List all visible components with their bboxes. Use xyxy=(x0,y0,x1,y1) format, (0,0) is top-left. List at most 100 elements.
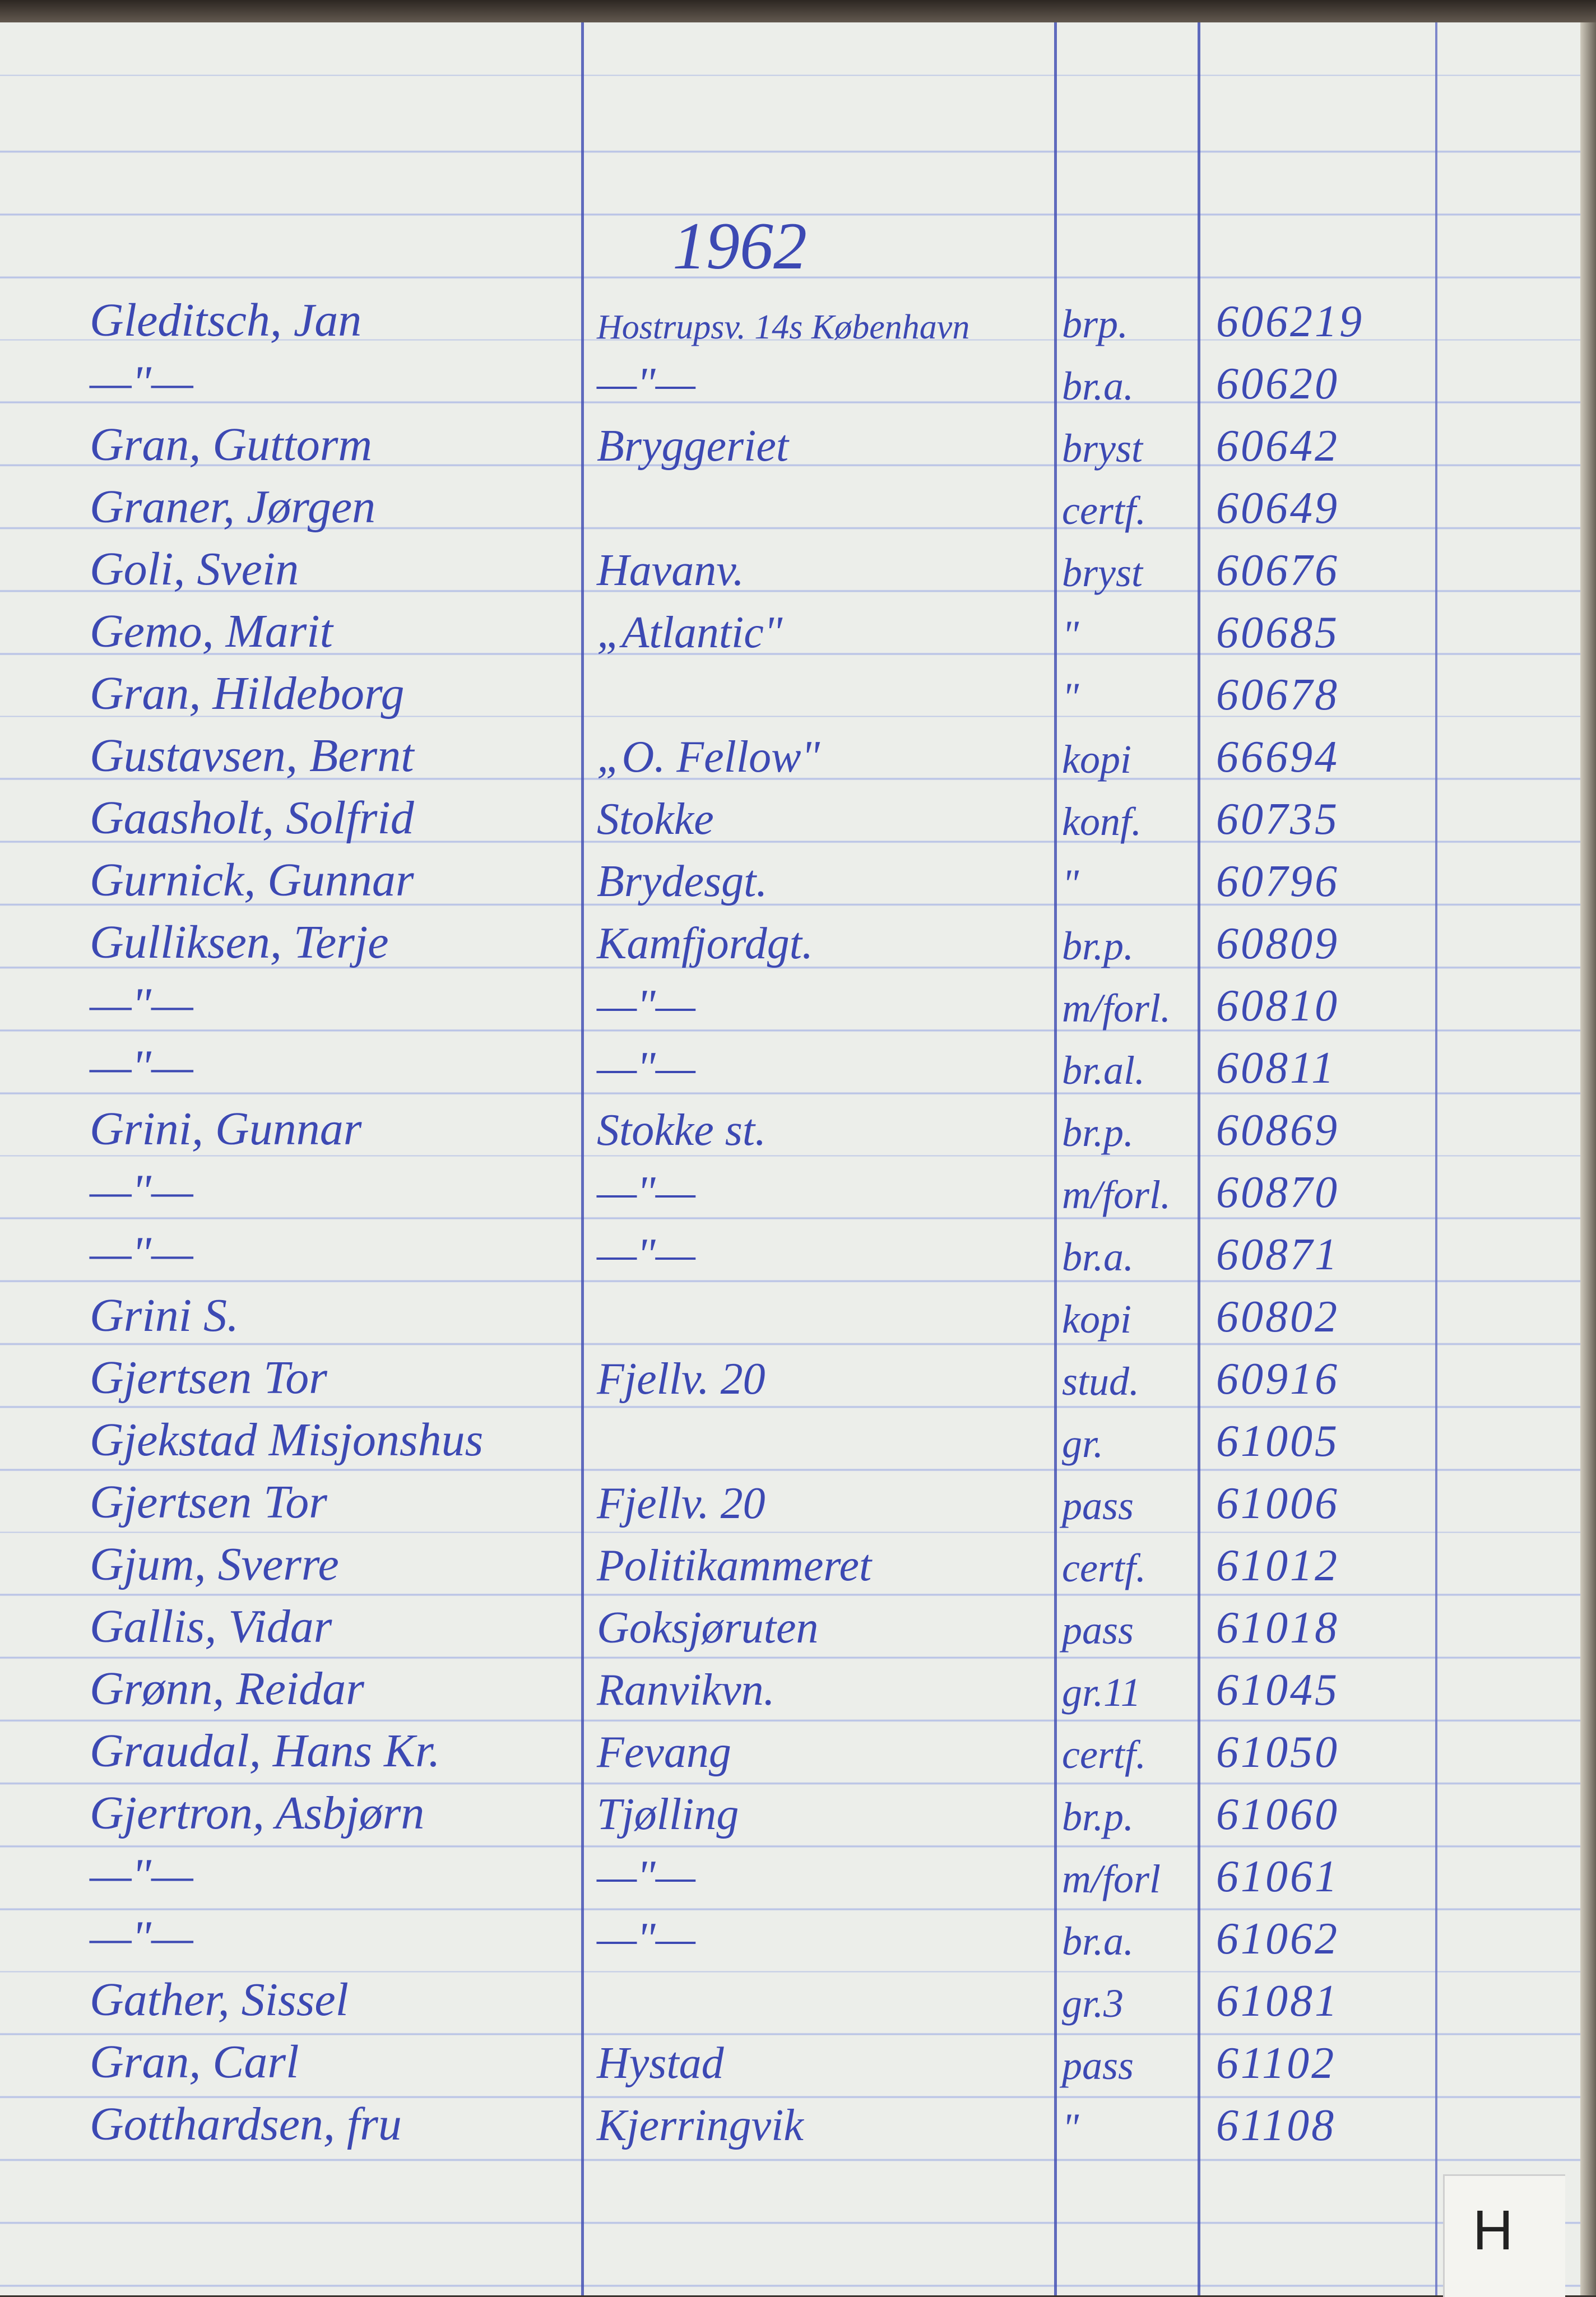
entry-address: Tjølling xyxy=(597,1790,739,1839)
entry-type: " xyxy=(1062,675,1079,720)
entry-name: —"— xyxy=(90,1227,193,1279)
entry-name: —"— xyxy=(90,356,193,409)
ledger-row: —"— —"— m/forl 61061 xyxy=(0,1841,1580,1902)
ledger-row: Graudal, Hans Kr. Fevang certf. 61050 xyxy=(0,1716,1580,1778)
entry-name: Gaasholt, Solfrid xyxy=(90,792,414,844)
ledger-row: Gran, Guttorm Bryggeriet bryst 60642 xyxy=(0,410,1580,472)
column-divider-right xyxy=(1435,22,1437,2295)
entry-type: pass xyxy=(1062,1608,1134,1653)
entry-name: Gran, Guttorm xyxy=(90,419,373,471)
ledger-row: Grønn, Reidar Ranvikvn. gr.11 61045 xyxy=(0,1654,1580,1716)
entry-number: 60871 xyxy=(1216,1230,1339,1279)
ledger-row: Gjertsen Tor Fjellv. 20 pass 61006 xyxy=(0,1468,1580,1529)
entry-type: gr.3 xyxy=(1062,1981,1124,2026)
entry-type: " xyxy=(1062,861,1079,906)
entry-name: —"— xyxy=(90,1041,193,1093)
entry-type: " xyxy=(1062,2105,1079,2150)
entry-name: Gran, Hildeborg xyxy=(90,667,405,720)
ledger-row: Gallis, Vidar Goksjøruten pass 61018 xyxy=(0,1592,1580,1654)
entry-number: 61061 xyxy=(1216,1852,1339,1901)
ledger-row: Gjekstad Misjonshus gr. 61005 xyxy=(0,1405,1580,1467)
entry-type: pass xyxy=(1062,2043,1134,2088)
ledger-row: Grini, Gunnar Stokke st. br.p. 60869 xyxy=(0,1094,1580,1156)
entry-number: 61018 xyxy=(1216,1603,1339,1653)
entry-address: Havanv. xyxy=(597,546,744,595)
ledger-row: Graner, Jørgen certf. 60649 xyxy=(0,472,1580,534)
entry-type: certf. xyxy=(1062,488,1146,533)
entry-address: Kjerringvik xyxy=(597,2101,804,2150)
entry-number: 60678 xyxy=(1216,670,1339,720)
entry-address: „O. Fellow" xyxy=(597,732,820,782)
entry-address: —"— xyxy=(597,1168,695,1217)
entry-number: 61108 xyxy=(1216,2101,1337,2150)
ledger-row: Gjertsen Tor Fjellv. 20 stud. 60916 xyxy=(0,1343,1580,1405)
entry-type: certf. xyxy=(1062,1732,1146,1777)
ledger-row: —"— —"— m/forl. 60810 xyxy=(0,970,1580,1032)
entry-type: kopi xyxy=(1062,737,1131,782)
entry-name: —"— xyxy=(90,1911,193,1964)
entry-number: 60870 xyxy=(1216,1168,1339,1217)
entry-address: —"— xyxy=(597,1852,695,1901)
entry-number: 61045 xyxy=(1216,1665,1339,1715)
entry-type: gr. xyxy=(1062,1421,1104,1466)
entry-number: 60796 xyxy=(1216,857,1339,906)
entry-type: certf. xyxy=(1062,1546,1146,1590)
entry-number: 60620 xyxy=(1216,359,1339,409)
entry-name: Grini, Gunnar xyxy=(90,1103,362,1155)
entry-number: 61012 xyxy=(1216,1541,1339,1590)
entry-number: 60649 xyxy=(1216,484,1339,533)
entry-number: 61102 xyxy=(1216,2039,1337,2088)
entry-name: Gjertsen Tor xyxy=(90,1476,327,1528)
ledger-page: 1962 Gleditsch, Jan Hostrupsv. 14s Københ… xyxy=(0,22,1580,2295)
ledger-row: Gulliksen, Terje Kamfjordgt. br.p. 60809 xyxy=(0,908,1580,969)
entry-number: 61050 xyxy=(1216,1728,1339,1777)
entry-name: Gjertron, Asbjørn xyxy=(90,1787,425,1839)
index-tab[interactable]: H xyxy=(1443,2174,1565,2297)
entry-number: 61062 xyxy=(1216,1914,1339,1964)
column-divider-number xyxy=(1198,22,1200,2295)
entry-number: 60802 xyxy=(1216,1292,1339,1342)
entry-number: 61006 xyxy=(1216,1479,1339,1528)
entry-address: —"— xyxy=(597,1230,695,1279)
entry-address: Stokke st. xyxy=(597,1106,767,1155)
entry-type: bryst xyxy=(1062,426,1143,471)
entry-type: m/forl xyxy=(1062,1857,1161,1901)
entry-address: Politikammeret xyxy=(597,1541,872,1590)
ledger-row: —"— —"— br.al. 60811 xyxy=(0,1032,1580,1094)
entry-address: Stokke xyxy=(597,795,714,844)
ledger-row: Gran, Carl Hystad pass 61102 xyxy=(0,2027,1580,2089)
book-binding xyxy=(0,0,1596,26)
entry-name: Gjekstad Misjonshus xyxy=(90,1414,484,1466)
entry-name: Goli, Svein xyxy=(90,543,299,595)
entry-name: Gleditsch, Jan xyxy=(90,294,362,346)
entry-type: m/forl. xyxy=(1062,986,1171,1031)
entry-type: kopi xyxy=(1062,1297,1131,1342)
entry-name: —"— xyxy=(90,1165,193,1217)
entry-number: 60735 xyxy=(1216,795,1339,844)
entry-number: 61005 xyxy=(1216,1417,1339,1466)
entry-name: —"— xyxy=(90,978,193,1031)
ledger-row: Goli, Svein Havanv. bryst 60676 xyxy=(0,535,1580,596)
entry-type: " xyxy=(1062,612,1079,657)
entry-number: 60811 xyxy=(1216,1043,1337,1093)
ledger-row: Grini S. kopi 60802 xyxy=(0,1281,1580,1343)
column-divider-address xyxy=(581,22,584,2295)
entry-name: Gjertsen Tor xyxy=(90,1352,327,1404)
entry-name: —"— xyxy=(90,1849,193,1901)
entry-number: 60642 xyxy=(1216,421,1339,471)
entry-number: 60916 xyxy=(1216,1354,1339,1404)
page-edge xyxy=(1580,22,1596,2295)
entry-name: Graudal, Hans Kr. xyxy=(90,1725,440,1777)
ledger-row: Gurnick, Gunnar Brydesgt. " 60796 xyxy=(0,846,1580,907)
entry-name: Gurnick, Gunnar xyxy=(90,854,414,906)
index-tab-letter: H xyxy=(1473,2199,1514,2262)
entry-address: Fjellv. 20 xyxy=(597,1354,765,1404)
year-heading: 1962 xyxy=(672,208,807,283)
entry-type: br.p. xyxy=(1062,1110,1134,1155)
ledger-row: Gustavsen, Bernt „O. Fellow" kopi 66694 xyxy=(0,721,1580,783)
entry-name: Gather, Sissel xyxy=(90,1974,349,2026)
entry-number: 60676 xyxy=(1216,546,1339,595)
entry-address: Fjellv. 20 xyxy=(597,1479,765,1528)
ledger-row: —"— —"— br.a. 60871 xyxy=(0,1219,1580,1280)
ledger-row: —"— —"— br.a. 60620 xyxy=(0,348,1580,410)
